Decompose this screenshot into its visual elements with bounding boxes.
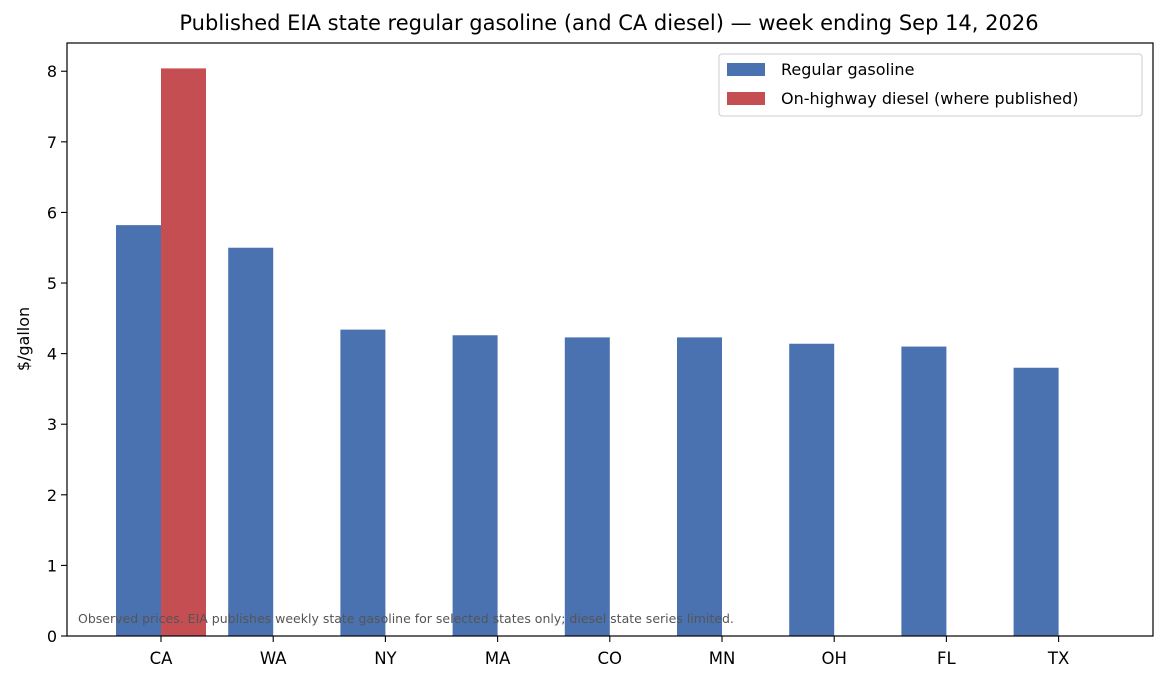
legend-label-gasoline: Regular gasoline (781, 60, 914, 79)
x-tick-label-ny: NY (374, 649, 397, 668)
x-tick-label-ma: MA (485, 649, 511, 668)
bar-ca-diesel (161, 68, 206, 636)
x-tick-label-oh: OH (821, 649, 846, 668)
y-tick-label: 3 (47, 415, 57, 434)
bars-group (116, 68, 1059, 636)
legend-label-diesel: On-highway diesel (where published) (781, 89, 1079, 108)
chart-annotation: Observed prices. EIA publishes weekly st… (78, 611, 734, 626)
y-axis-label: $/gallon (14, 307, 33, 371)
bar-ny-gasoline (340, 329, 386, 636)
y-tick-label: 8 (47, 62, 57, 81)
x-tick-label-co: CO (598, 649, 623, 668)
y-tick-label: 7 (47, 133, 57, 152)
bar-ca-gasoline (116, 225, 161, 636)
legend-swatch-gasoline (727, 63, 765, 76)
y-tick-label: 1 (47, 556, 57, 575)
y-tick-label: 6 (47, 203, 57, 222)
y-tick-label: 5 (47, 274, 57, 293)
bar-oh-gasoline (789, 343, 835, 636)
legend-box (718, 53, 1143, 117)
x-tick-label-ca: CA (150, 649, 174, 668)
bar-ma-gasoline (452, 335, 498, 636)
chart-title: Published EIA state regular gasoline (an… (179, 11, 1038, 35)
x-tick-label-tx: TX (1047, 649, 1069, 668)
x-tick-label-wa: WA (260, 649, 287, 668)
x-tick-label-fl: FL (937, 649, 956, 668)
bar-fl-gasoline (901, 346, 947, 636)
axes-group: 0 1 2 3 4 5 6 7 8 CA WA NY MA CO MN OH FL TX (47, 42, 1154, 668)
legend: Regular gasoline On-highway diesel (where… (718, 53, 1143, 117)
bar-tx-gasoline (1013, 367, 1059, 636)
bar-co-gasoline (564, 337, 610, 636)
legend-swatch-diesel (727, 92, 765, 105)
y-tick-label: 0 (47, 627, 57, 646)
x-tick-label-mn: MN (709, 649, 736, 668)
bar-wa-gasoline (228, 247, 274, 636)
y-tick-label: 4 (47, 345, 57, 364)
bar-mn-gasoline (677, 337, 722, 636)
y-tick-label: 2 (47, 486, 57, 505)
